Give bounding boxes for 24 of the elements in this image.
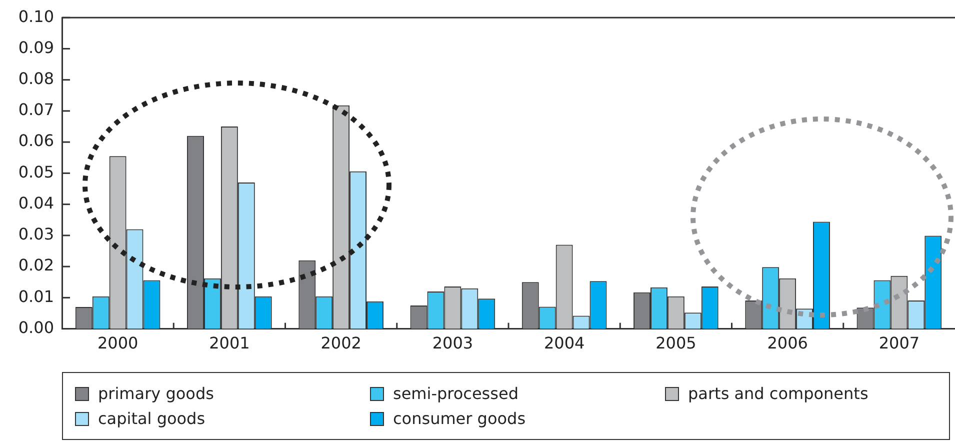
x-tick-label: 2002 [320,334,362,353]
x-tick-label: 2006 [767,334,808,353]
y-tick-label: 0.01 [18,286,54,306]
y-tick-label: 0.08 [18,68,54,88]
y-tick-label: 0.07 [18,100,54,120]
x-tick-label: 2007 [878,334,920,353]
legend-label: primary goods [98,384,214,403]
legend-label: parts and components [688,384,868,403]
x-tick-label: 2001 [209,334,250,353]
y-tick-label: 0.06 [18,131,54,150]
x-tick-label: 2005 [656,334,696,353]
y-tick-label: 0.00 [18,318,54,337]
y-tick-label: 0.10 [18,6,54,26]
y-tick-label: 0.05 [18,162,54,182]
x-tick-label: 2004 [544,334,585,353]
legend-label: consumer goods [393,409,526,428]
y-tick-label: 0.04 [18,193,54,212]
x-tick-label: 2000 [97,334,138,353]
y-tick-label: 0.03 [18,224,54,244]
y-tick-label: 0.02 [18,256,54,275]
y-tick-label: 0.09 [18,38,54,57]
x-tick-label: 2003 [432,334,474,353]
legend-label: capital goods [98,409,206,428]
legend-label: semi-processed [393,384,518,403]
